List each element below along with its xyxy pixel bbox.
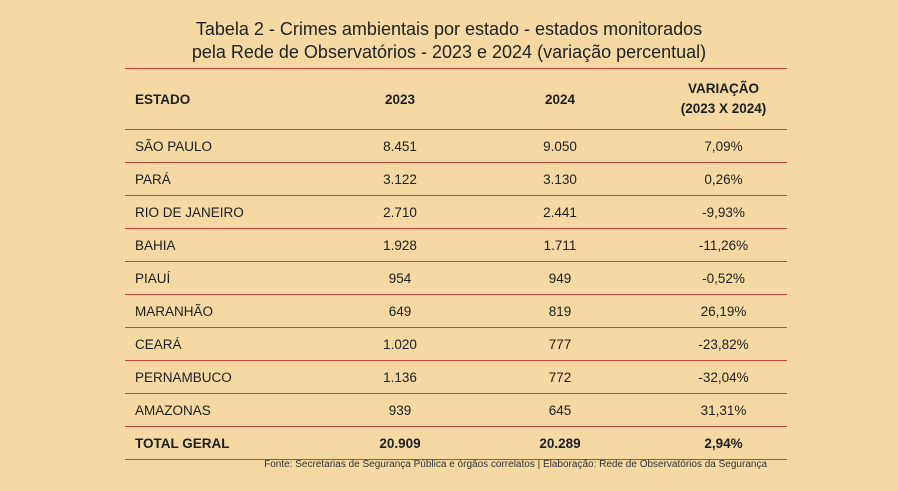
cell-estado: MARANHÃO (125, 294, 340, 328)
cell-2024: 3.130 (460, 162, 660, 196)
header-variacao-line-1: VARIAÇÃO (687, 81, 759, 96)
cell-estado: PIAUÍ (125, 261, 340, 295)
table-header-row: ESTADO 2023 2024 VARIAÇÃO (2023 X 2024) (125, 68, 787, 130)
header-variacao-line-2: (2023 X 2024) (680, 101, 767, 116)
cell-2024: 2.441 (460, 195, 660, 229)
cell-estado: SÃO PAULO (125, 129, 340, 163)
table-row: PIAUÍ 954 949 -0,52% (125, 261, 787, 295)
cell-2024: 772 (460, 360, 660, 394)
cell-2023: 939 (340, 393, 460, 427)
table-row: PERNAMBUCO 1.136 772 -32,04% (125, 360, 787, 394)
cell-2024: 9.050 (460, 129, 660, 163)
cell-2023: 649 (340, 294, 460, 328)
table-row: RIO DE JANEIRO 2.710 2.441 -9,93% (125, 195, 787, 229)
total-2023: 20.909 (340, 426, 460, 460)
header-2023: 2023 (340, 68, 460, 130)
cell-variacao: -0,52% (660, 261, 787, 295)
cell-2024: 645 (460, 393, 660, 427)
cell-variacao: -32,04% (660, 360, 787, 394)
source-note: Fonte: Secretarias de Segurança Pública … (264, 459, 767, 470)
cell-estado: CEARÁ (125, 327, 340, 361)
cell-2024: 949 (460, 261, 660, 295)
cell-2023: 3.122 (340, 162, 460, 196)
table-row: MARANHÃO 649 819 26,19% (125, 294, 787, 328)
cell-2023: 954 (340, 261, 460, 295)
cell-2024: 777 (460, 327, 660, 361)
cell-variacao: -11,26% (660, 228, 787, 262)
cell-2023: 8.451 (340, 129, 460, 163)
table-row: BAHIA 1.928 1.711 -11,26% (125, 228, 787, 262)
table-title-line-1: Tabela 2 - Crimes ambientais por estado … (195, 19, 703, 39)
table-row: PARÁ 3.122 3.130 0,26% (125, 162, 787, 196)
table-row: AMAZONAS 939 645 31,31% (125, 393, 787, 427)
cell-variacao: 31,31% (660, 393, 787, 427)
total-2024: 20.289 (460, 426, 660, 460)
cell-variacao: -23,82% (660, 327, 787, 361)
cell-2023: 1.020 (340, 327, 460, 361)
total-estado: TOTAL GERAL (125, 426, 340, 460)
cell-estado: BAHIA (125, 228, 340, 262)
cell-variacao: -9,93% (660, 195, 787, 229)
header-variacao: VARIAÇÃO (2023 X 2024) (660, 68, 787, 130)
cell-2023: 2.710 (340, 195, 460, 229)
cell-variacao: 7,09% (660, 129, 787, 163)
cell-variacao: 26,19% (660, 294, 787, 328)
table-total-row: TOTAL GERAL 20.909 20.289 2,94% (125, 426, 787, 460)
header-estado: ESTADO (125, 68, 340, 130)
total-variacao: 2,94% (660, 426, 787, 460)
header-2024: 2024 (460, 68, 660, 130)
cell-2024: 1.711 (460, 228, 660, 262)
crimes-table: ESTADO 2023 2024 VARIAÇÃO (2023 X 2024) … (125, 68, 787, 460)
cell-estado: PARÁ (125, 162, 340, 196)
table-row: SÃO PAULO 8.451 9.050 7,09% (125, 129, 787, 163)
cell-2024: 819 (460, 294, 660, 328)
cell-estado: RIO DE JANEIRO (125, 195, 340, 229)
cell-2023: 1.136 (340, 360, 460, 394)
cell-variacao: 0,26% (660, 162, 787, 196)
table-title: Tabela 2 - Crimes ambientais por estado … (0, 18, 898, 64)
cell-estado: AMAZONAS (125, 393, 340, 427)
cell-estado: PERNAMBUCO (125, 360, 340, 394)
cell-2023: 1.928 (340, 228, 460, 262)
table-row: CEARÁ 1.020 777 -23,82% (125, 327, 787, 361)
table-title-line-2: pela Rede de Observatórios - 2023 e 2024… (191, 42, 707, 62)
